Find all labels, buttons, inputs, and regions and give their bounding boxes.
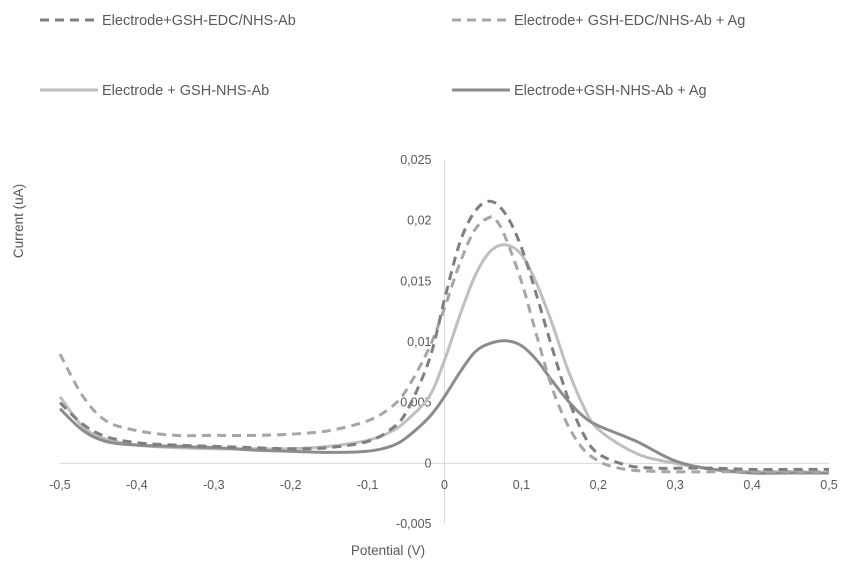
x-tick-label: -0,1 (357, 478, 379, 492)
x-tick-label: -0,4 (126, 478, 148, 492)
legend-label: Electrode + GSH-NHS-Ab (102, 83, 269, 99)
x-tick-label: -0,2 (280, 478, 302, 492)
axes (60, 160, 829, 524)
x-tick-label: -0,3 (203, 478, 225, 492)
x-tick-label: -0,5 (49, 478, 71, 492)
legend: Electrode+GSH-EDC/NHS-Ab Electrode+ GSH-E… (40, 13, 745, 99)
x-tick-label: 0,2 (590, 478, 607, 492)
legend-label: Electrode+GSH-NHS-Ab + Ag (514, 83, 707, 99)
series-lines (58, 199, 830, 475)
y-tick-label: 0 (425, 456, 432, 470)
y-axis-title: Current (uA) (11, 184, 26, 258)
y-tick-label: 0,02 (407, 214, 431, 228)
series-line (58, 199, 829, 471)
legend-label: Electrode+ GSH-EDC/NHS-Ab + Ag (514, 13, 745, 29)
y-tick-label: 0,025 (400, 153, 431, 167)
series-line (58, 215, 829, 474)
x-tick-label: 0,4 (743, 478, 760, 492)
legend-label: Electrode+GSH-EDC/NHS-Ab (102, 13, 296, 29)
x-axis-title: Potential (V) (351, 543, 425, 558)
series-line (58, 339, 829, 475)
x-tick-label: 0 (441, 478, 448, 492)
y-tick-label: -0,005 (396, 517, 431, 531)
x-tick-label: 0,1 (513, 478, 530, 492)
x-tick-label: 0,5 (820, 478, 837, 492)
x-tick-labels: -0,5 -0,4 -0,3 -0,2 -0,1 0 0,1 0,2 0,3 0,4 0,5 (49, 478, 838, 492)
y-tick-label: 0,015 (400, 274, 431, 288)
y-tick-label: 0,01 (407, 335, 431, 349)
x-tick-label: 0,3 (667, 478, 684, 492)
